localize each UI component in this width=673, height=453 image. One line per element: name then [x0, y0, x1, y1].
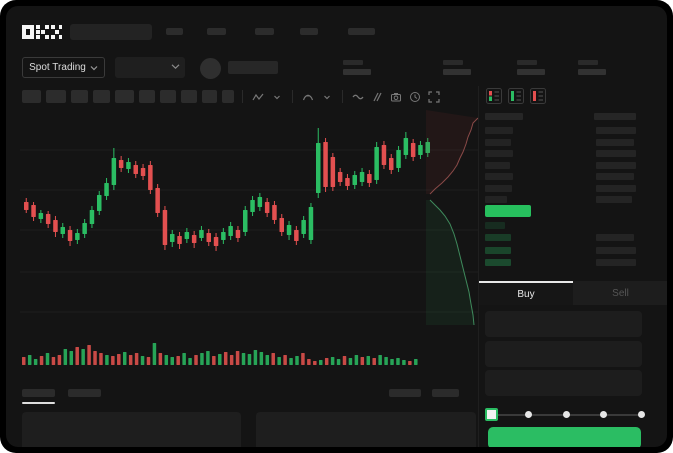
slider-handle[interactable] [485, 408, 498, 421]
chart-canvas[interactable] [20, 110, 478, 392]
okx-trading-app: Spot Trading [6, 6, 667, 447]
toolbar-divider [242, 90, 243, 103]
toolbar-divider [292, 90, 293, 103]
trade-panel: Buy Sell [478, 86, 667, 447]
chevron-down-icon[interactable] [320, 90, 334, 104]
last-price-bar[interactable] [485, 205, 531, 217]
stat-label-placeholder [578, 60, 598, 65]
timeframe-button[interactable] [139, 90, 155, 103]
bottom-tab-placeholder[interactable] [68, 389, 101, 397]
bid-price-placeholder[interactable] [485, 246, 511, 254]
orderbook-header-placeholder [594, 113, 636, 120]
indicators-icon[interactable] [301, 90, 315, 104]
timeframe-button[interactable] [46, 90, 66, 103]
camera-icon[interactable] [389, 90, 403, 104]
ask-amount-placeholder[interactable] [596, 184, 636, 192]
ask-amount-placeholder[interactable] [596, 161, 636, 169]
buy-submit-button[interactable] [488, 427, 641, 447]
orders-table-placeholder [256, 412, 476, 447]
ask-price-placeholder[interactable] [485, 173, 513, 180]
slider-stop[interactable] [637, 411, 645, 418]
buy-sell-tabs: Buy Sell [479, 281, 667, 305]
slider-stop[interactable] [600, 411, 607, 418]
bid-amount-placeholder[interactable] [596, 258, 636, 266]
search-input[interactable] [70, 24, 152, 40]
timeframe-button[interactable] [160, 90, 176, 103]
ask-price-placeholder[interactable] [485, 161, 510, 169]
market-type-label: Spot Trading [29, 62, 86, 73]
orderbook-asks-icon[interactable] [530, 88, 546, 104]
bottom-tab-placeholder[interactable] [22, 389, 55, 397]
stat-label-placeholder [443, 60, 463, 65]
active-tab-indicator [22, 402, 55, 404]
candle-style-icon[interactable] [251, 90, 265, 104]
bottom-action-placeholder[interactable] [432, 389, 459, 397]
tab-sell[interactable]: Sell [573, 281, 667, 305]
bid-price-placeholder[interactable] [485, 222, 505, 229]
tab-sell-label: Sell [612, 287, 629, 299]
slider-stop[interactable] [525, 411, 532, 418]
ask-price-placeholder[interactable] [485, 138, 511, 146]
pair-coin-icon [200, 58, 221, 79]
pair-dropdown[interactable] [115, 57, 185, 78]
nav-item-placeholder[interactable] [207, 28, 226, 35]
chart-toolbar [22, 89, 441, 104]
draw-tools-icon[interactable] [370, 90, 384, 104]
timeframe-button[interactable] [202, 90, 217, 103]
nav-item-placeholder[interactable] [255, 28, 274, 35]
timeframe-button[interactable] [115, 90, 134, 103]
stat-value-placeholder [578, 69, 606, 75]
chevron-down-icon[interactable] [270, 90, 284, 104]
total-input[interactable] [485, 370, 642, 396]
orders-table-placeholder [22, 412, 241, 447]
nav-item-placeholder[interactable] [166, 28, 183, 35]
candlestick-chart[interactable] [20, 110, 479, 392]
toolbar-divider [342, 90, 343, 103]
history-icon[interactable] [408, 90, 422, 104]
orderbook-bids-icon[interactable] [508, 88, 524, 104]
price-input[interactable] [485, 311, 642, 337]
ask-amount-placeholder[interactable] [596, 150, 636, 157]
stat-label-placeholder [343, 60, 363, 65]
nav-item-placeholder[interactable] [300, 28, 318, 35]
timeframe-button[interactable] [181, 90, 197, 103]
ask-amount-placeholder[interactable] [596, 196, 632, 203]
okx-logo [22, 25, 62, 39]
orderbook-combined-icon[interactable] [486, 88, 502, 104]
ask-amount-placeholder[interactable] [596, 138, 634, 146]
tab-buy[interactable]: Buy [479, 281, 573, 305]
ask-amount-placeholder[interactable] [596, 127, 636, 134]
fullscreen-icon[interactable] [427, 90, 441, 104]
timeframe-button[interactable] [22, 90, 41, 103]
timeframe-button[interactable] [222, 90, 234, 103]
ask-amount-placeholder[interactable] [596, 173, 634, 180]
stat-label-placeholder [517, 60, 537, 65]
ask-price-placeholder[interactable] [485, 184, 512, 192]
stat-value-placeholder [343, 69, 371, 75]
timeframe-button[interactable] [71, 90, 88, 103]
chevron-down-icon [90, 65, 98, 70]
nav-item-placeholder[interactable] [348, 28, 375, 35]
slider-stop[interactable] [562, 411, 570, 418]
bid-amount-placeholder[interactable] [596, 234, 634, 242]
depth-overlay [426, 110, 479, 326]
timeframe-button[interactable] [93, 90, 110, 103]
pair-name-placeholder [228, 61, 278, 74]
amount-input[interactable] [485, 341, 642, 367]
chevron-down-icon [171, 64, 180, 70]
ask-price-placeholder[interactable] [485, 127, 513, 134]
orderbook-header-placeholder [485, 113, 523, 120]
bid-price-placeholder[interactable] [485, 234, 511, 242]
wave-icon[interactable] [351, 90, 365, 104]
bid-price-placeholder[interactable] [485, 258, 511, 266]
stat-value-placeholder [517, 69, 545, 75]
bottom-action-placeholder[interactable] [389, 389, 421, 397]
ask-price-placeholder[interactable] [485, 196, 507, 203]
stat-value-placeholder [443, 69, 471, 75]
bid-amount-placeholder[interactable] [596, 246, 636, 254]
tab-buy-label: Buy [517, 288, 535, 300]
market-type-selector[interactable]: Spot Trading [22, 57, 105, 78]
ask-price-placeholder[interactable] [485, 150, 513, 157]
